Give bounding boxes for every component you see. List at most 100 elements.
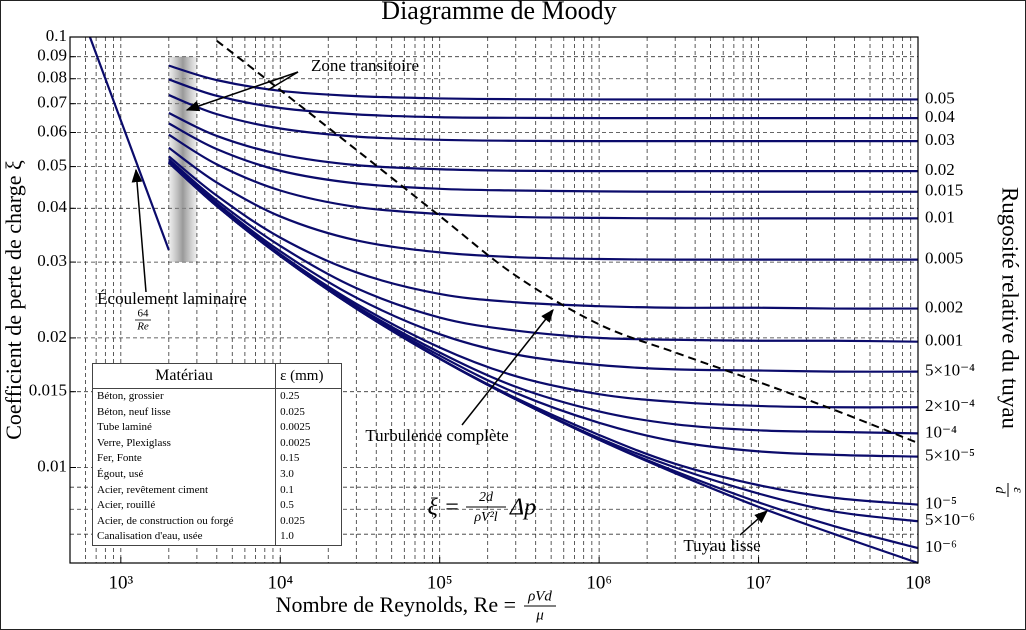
series-label: 10⁻⁴ bbox=[925, 422, 957, 441]
grid bbox=[70, 36, 919, 563]
arrow bbox=[131, 168, 147, 293]
formula-denominator: ρV²l bbox=[473, 510, 497, 525]
x-tick-label: 10⁵ bbox=[427, 572, 453, 593]
series-label: 0.005 bbox=[925, 249, 963, 268]
table-row: Fer, Fonte 0.15 bbox=[92, 451, 342, 467]
line bbox=[168, 111, 918, 173]
series-label: 10⁻⁶ bbox=[925, 537, 957, 556]
table-cell: 0.025 bbox=[280, 514, 305, 527]
table-row: Tube laminé 0.0025 bbox=[92, 420, 342, 436]
table-cell: Acier, rouillé bbox=[92, 498, 277, 514]
series-label: 0.001 bbox=[925, 331, 963, 350]
y-tick-label: 0.02 bbox=[37, 327, 67, 346]
table-row: Acier, de construction ou forgé 0.025 bbox=[92, 513, 342, 530]
formula-rhs: Δp bbox=[509, 495, 536, 521]
series-label: 0.02 bbox=[925, 160, 955, 179]
table-cell: Égout, usé bbox=[92, 466, 277, 483]
table-cell: Béton, grossier bbox=[92, 388, 277, 405]
table-row: Canalisation d'eau, usée 1.0 bbox=[92, 529, 342, 546]
x-tick-label: 10⁴ bbox=[267, 572, 293, 593]
table-row: Verre, Plexiglass 0.0025 bbox=[92, 435, 342, 452]
table-cell: Tube laminé bbox=[92, 420, 277, 436]
table-cell: Fer, Fonte bbox=[92, 451, 277, 467]
y2-axis-label: Rugosité relative du tuyau ε d bbox=[992, 187, 1025, 497]
line bbox=[168, 64, 918, 101]
line bbox=[168, 160, 919, 373]
series-label: 2×10⁻⁴ bbox=[925, 396, 975, 415]
line bbox=[168, 161, 919, 565]
table-header: Matériau ε (mm) bbox=[92, 363, 342, 389]
series-label: 0.01 bbox=[925, 207, 955, 226]
series-label: 0.03 bbox=[925, 130, 955, 149]
y-tick-label: 0.03 bbox=[37, 251, 67, 270]
chart-title: Diagramme de Moody bbox=[381, 0, 616, 25]
table-cell: 0.15 bbox=[280, 452, 300, 465]
series-label: 0.015 bbox=[925, 181, 963, 200]
line bbox=[168, 122, 918, 193]
annotation: Tuyau lisse bbox=[683, 536, 760, 555]
y-axis-label: Coefficient de perte de charge ξ bbox=[1, 160, 26, 440]
y-tick-label: 0.1 bbox=[46, 26, 67, 45]
line bbox=[168, 94, 918, 143]
dashed-line bbox=[216, 39, 919, 444]
x-tick-label: 10⁶ bbox=[586, 572, 612, 593]
table-row: Béton, neuf lisse 0.025 bbox=[92, 404, 342, 421]
table-cell: 0.25 bbox=[280, 390, 300, 402]
laminar-denominator: Re bbox=[136, 321, 149, 333]
table-cell: 0.0025 bbox=[280, 436, 311, 449]
y-tick-label: 0.08 bbox=[37, 68, 67, 87]
table-cell: 1.0 bbox=[280, 530, 294, 543]
plot-frame bbox=[69, 36, 919, 564]
annotation: Turbulence complète bbox=[365, 426, 508, 445]
table-cell: 3.0 bbox=[280, 467, 294, 480]
y-tick-label: 0.07 bbox=[37, 93, 67, 112]
table-cell: Verre, Plexiglass bbox=[92, 435, 277, 452]
series-label: 0.05 bbox=[925, 88, 955, 107]
y2-fraction-numerator: ε bbox=[1010, 487, 1025, 493]
series-layer bbox=[88, 36, 919, 565]
x-fraction-numerator: ρVd bbox=[527, 588, 552, 604]
table-header-cell: ε (mm) bbox=[275, 363, 342, 389]
series-label: 0.002 bbox=[925, 297, 963, 316]
table-row: Béton, grossier 0.25 bbox=[92, 388, 342, 405]
table-header-cell: Matériau bbox=[92, 363, 277, 389]
x-axis-label: Nombre de Reynolds, Re = bbox=[276, 592, 516, 617]
y-tick-label: 0.04 bbox=[37, 197, 67, 216]
y-tick-label: 0.01 bbox=[37, 456, 67, 475]
table-row: Acier, rouillé 0.5 bbox=[92, 498, 342, 514]
x-tick-label: 10⁷ bbox=[746, 572, 772, 593]
series-label: 0.04 bbox=[925, 107, 955, 126]
material-table: Matériau ε (mm) Béton, grossier 0.25 Béton… bbox=[92, 363, 342, 546]
arrow bbox=[461, 308, 554, 426]
arrow bbox=[739, 510, 769, 536]
annotation: Zone transitoire bbox=[311, 56, 419, 75]
table-row: Acier, revêtement ciment 0.1 bbox=[92, 482, 342, 499]
x-tick-label: 10⁸ bbox=[905, 572, 931, 593]
table-cell: Béton, neuf lisse bbox=[92, 404, 277, 421]
annotation: Écoulement laminaire bbox=[97, 289, 247, 308]
formula-lhs: ξ = bbox=[428, 495, 460, 521]
x-fraction-denominator: μ bbox=[535, 607, 544, 623]
line bbox=[168, 146, 918, 261]
series-label: 5×10⁻⁶ bbox=[925, 510, 975, 529]
table-cell: 0.5 bbox=[280, 499, 294, 512]
x-tick-label: 10³ bbox=[108, 572, 133, 593]
table-row: Égout, usé 3.0 bbox=[92, 466, 342, 483]
line bbox=[168, 133, 918, 220]
y-tick-label: 0.05 bbox=[37, 155, 67, 174]
table-body: Béton, grossier 0.25 Béton, neuf lisse 0.02… bbox=[92, 388, 342, 546]
y2-axis-label-text: Rugosité relative du tuyau bbox=[998, 187, 1023, 430]
y-tick-label: 0.09 bbox=[37, 46, 67, 65]
line bbox=[168, 158, 919, 343]
table-cell: Acier, revêtement ciment bbox=[92, 482, 277, 499]
label-layer: 10³ 10⁴ 10⁵ 10⁶ 10⁷ 10⁸0.10.090.080.070.060.0… bbox=[29, 26, 975, 593]
line bbox=[88, 36, 170, 251]
series-label: 10⁻⁵ bbox=[925, 494, 957, 513]
y-tick-label: 0.015 bbox=[29, 381, 67, 400]
table-cell: Acier, de construction ou forgé bbox=[92, 513, 277, 530]
y2-fraction-denominator: d bbox=[992, 487, 1007, 495]
line bbox=[168, 155, 919, 310]
table-cell: 0.0025 bbox=[280, 421, 311, 434]
